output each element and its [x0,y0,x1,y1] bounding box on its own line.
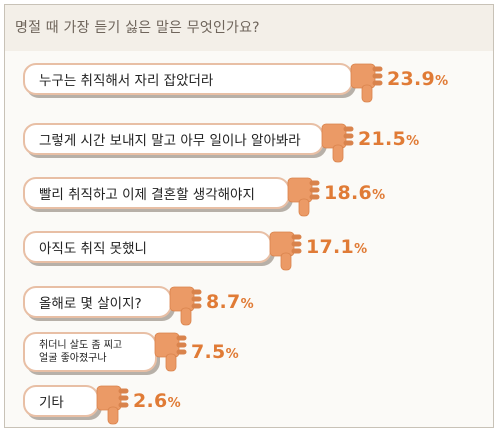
answer-label: 기타 [39,395,64,411]
percent-sign: % [372,188,386,203]
percent-sign: % [435,74,449,89]
answer-bubble: 취더니 살도 좀 찌고 얼굴 좋아졌구나 [23,332,157,372]
answer-label: 취더니 살도 좀 찌고 얼굴 좋아졌구나 [39,340,123,364]
answer-bubble: 그렇게 시간 보내지 말고 아무 일이나 알아봐라 [23,123,324,155]
percent-label: 21.5% [358,128,419,150]
thumbs-down-icon [321,123,354,163]
answer-label: 올해로 몇 살이지? [39,296,142,312]
thumbs-down-icon [269,231,302,271]
percent-label: 2.6% [133,390,181,412]
answer-label: 아직도 취직 못했니 [39,241,147,257]
percent-label: 17.1% [306,236,367,258]
percent-value: 8.7 [206,291,241,313]
percent-sign: % [240,297,254,312]
thumbs-down-icon [154,332,187,372]
answer-label: 그렇게 시간 보내지 말고 아무 일이나 알아봐라 [39,133,301,149]
percent-value: 2.6 [133,390,168,412]
thumbs-down-icon [96,385,129,425]
answer-bubble: 기타 [23,385,99,417]
percent-sign: % [167,396,181,411]
percent-sign: % [406,134,420,149]
answer-label: 빨리 취직하고 이제 결혼할 생각해야지 [39,187,255,203]
percent-value: 23.9 [387,68,436,90]
answer-bubble: 누구는 취직해서 자리 잡았더라 [23,63,353,95]
percent-sign: % [354,242,368,257]
percent-value: 17.1 [306,236,355,258]
thumbs-down-icon [287,177,320,217]
chart-frame: 명절 때 가장 듣기 싫은 말은 무엇인가요? 누구는 취직해서 자리 잡았더라… [4,4,494,428]
title-bar: 명절 때 가장 듣기 싫은 말은 무엇인가요? [5,5,493,51]
chart-title: 명절 때 가장 듣기 싫은 말은 무엇인가요? [15,20,260,36]
percent-label: 8.7% [206,291,254,313]
thumbs-down-icon [350,63,383,103]
answer-bubble: 빨리 취직하고 이제 결혼할 생각해야지 [23,177,290,209]
percent-label: 18.6% [324,182,385,204]
answer-bubble: 아직도 취직 못했니 [23,231,272,263]
answer-label: 누구는 취직해서 자리 잡았더라 [39,73,214,89]
thumbs-down-icon [169,286,202,326]
percent-value: 18.6 [324,182,373,204]
percent-label: 23.9% [387,68,448,90]
percent-label: 7.5% [191,341,239,363]
percent-sign: % [225,347,239,362]
answer-bubble: 올해로 몇 살이지? [23,286,172,318]
percent-value: 7.5 [191,341,226,363]
percent-value: 21.5 [358,128,407,150]
